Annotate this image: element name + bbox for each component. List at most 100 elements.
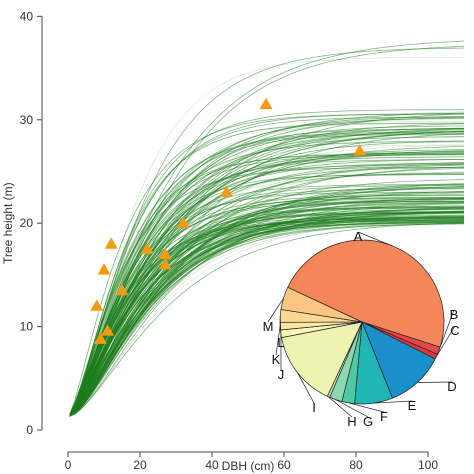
ensemble-curve <box>69 184 465 417</box>
ensemble-curve <box>69 112 465 416</box>
ensemble-curve <box>69 186 465 417</box>
pie-leader-line <box>373 400 413 404</box>
observed-point <box>104 237 118 249</box>
x-tick-label: 60 <box>277 458 291 472</box>
ensemble-curve <box>69 136 464 416</box>
ensemble-curve <box>69 56 465 416</box>
pie-leader-line <box>357 231 393 247</box>
pie-leader-line <box>436 325 456 357</box>
pie-leader-line <box>279 315 282 339</box>
pie-leader-line <box>335 399 369 418</box>
ensemble-curve <box>69 218 465 416</box>
pie-label-l: L <box>277 335 284 350</box>
ensemble-curve <box>69 198 464 416</box>
ensemble-curve <box>69 128 464 417</box>
pie-leader-line <box>348 402 385 413</box>
ensemble-curve <box>69 121 464 416</box>
ensemble-curve <box>69 204 465 417</box>
observed-point <box>158 247 172 260</box>
observed-point <box>176 216 190 229</box>
ensemble-curve <box>69 163 465 416</box>
y-tick-label: 0 <box>26 423 33 437</box>
curve-ensemble <box>69 40 465 417</box>
observed-point <box>101 324 115 336</box>
y-tick-label: 40 <box>20 9 34 23</box>
ensemble-curve <box>69 167 464 415</box>
ensemble-curve <box>69 122 464 416</box>
ensemble-curve <box>69 159 464 416</box>
observed-point <box>140 242 154 254</box>
pie-leader-line <box>417 381 453 383</box>
x-axis-label: DBH (cm) <box>222 459 275 473</box>
ensemble-curve <box>69 159 464 416</box>
ensemble-curve <box>69 131 464 416</box>
observed-point <box>97 263 111 275</box>
pie-leader-line <box>297 372 315 404</box>
pie-label-g: G <box>363 414 373 429</box>
x-tick-label: 80 <box>349 458 363 472</box>
y-axis-label: Tree height (m) <box>1 182 15 264</box>
x-tick-label: 100 <box>418 458 438 472</box>
pie-label-h: H <box>347 414 356 429</box>
ensemble-curve <box>69 166 465 417</box>
ensemble-curve <box>69 156 465 416</box>
ensemble-curve <box>69 216 464 415</box>
ensemble-curve <box>69 162 465 417</box>
pie-label-a: A <box>354 229 363 244</box>
x-tick-label: 40 <box>205 458 219 472</box>
ensemble-curve <box>69 208 464 416</box>
ensemble-curve <box>69 118 465 415</box>
axes: 0 20 40 60 80 100 0 10 20 30 40 <box>20 9 439 472</box>
pie-slice-m <box>280 286 363 323</box>
ensemble-curve <box>69 113 464 415</box>
pie-label-e: E <box>408 398 417 413</box>
pie-label-k: K <box>272 352 281 367</box>
pie-label-f: F <box>380 409 388 424</box>
observed-point <box>90 299 104 311</box>
ensemble-curve <box>69 186 465 417</box>
pie-leader-line <box>328 396 353 418</box>
ensemble-curve <box>69 153 464 416</box>
pie-label-c: C <box>450 323 459 338</box>
pie-label-j: J <box>278 367 285 382</box>
observed-point <box>219 185 233 198</box>
observed-points <box>90 97 367 344</box>
ensemble-curve <box>69 134 464 417</box>
ensemble-curve <box>69 154 464 416</box>
pie-label-b: B <box>450 307 459 322</box>
ensemble-curve <box>69 222 465 417</box>
ensemble-curve <box>69 188 464 415</box>
observed-point <box>93 332 107 344</box>
ensemble-curve <box>69 219 465 417</box>
ensemble-curve <box>69 132 465 416</box>
x-tick-label: 0 <box>65 458 72 472</box>
pie-leader-line <box>438 309 455 351</box>
ensemble-curve <box>69 162 465 416</box>
y-tick-label: 20 <box>20 216 34 230</box>
ensemble-curve <box>69 222 465 417</box>
ensemble-curve <box>69 191 464 416</box>
pie-slice-i <box>281 321 363 397</box>
observed-point <box>158 258 172 270</box>
observed-point <box>115 283 129 296</box>
x-tick-label: 20 <box>133 458 147 472</box>
ensemble-curve <box>69 140 465 417</box>
pie-label-m: M <box>263 319 274 334</box>
pie-leader-line <box>267 298 284 323</box>
pie-leader-line <box>275 326 281 356</box>
y-tick-label: 10 <box>20 320 34 334</box>
ensemble-curve <box>69 47 465 416</box>
ensemble-curve <box>69 201 465 417</box>
pie-label-d: D <box>447 379 456 394</box>
ensemble-curve <box>69 194 464 417</box>
y-tick-label: 30 <box>20 113 34 127</box>
observed-point <box>259 97 273 110</box>
pie-label-i: I <box>312 400 316 415</box>
observed-point <box>353 144 367 156</box>
ensemble-curve <box>69 167 465 417</box>
ensemble-curve <box>69 122 464 416</box>
ensemble-curve <box>69 223 464 417</box>
